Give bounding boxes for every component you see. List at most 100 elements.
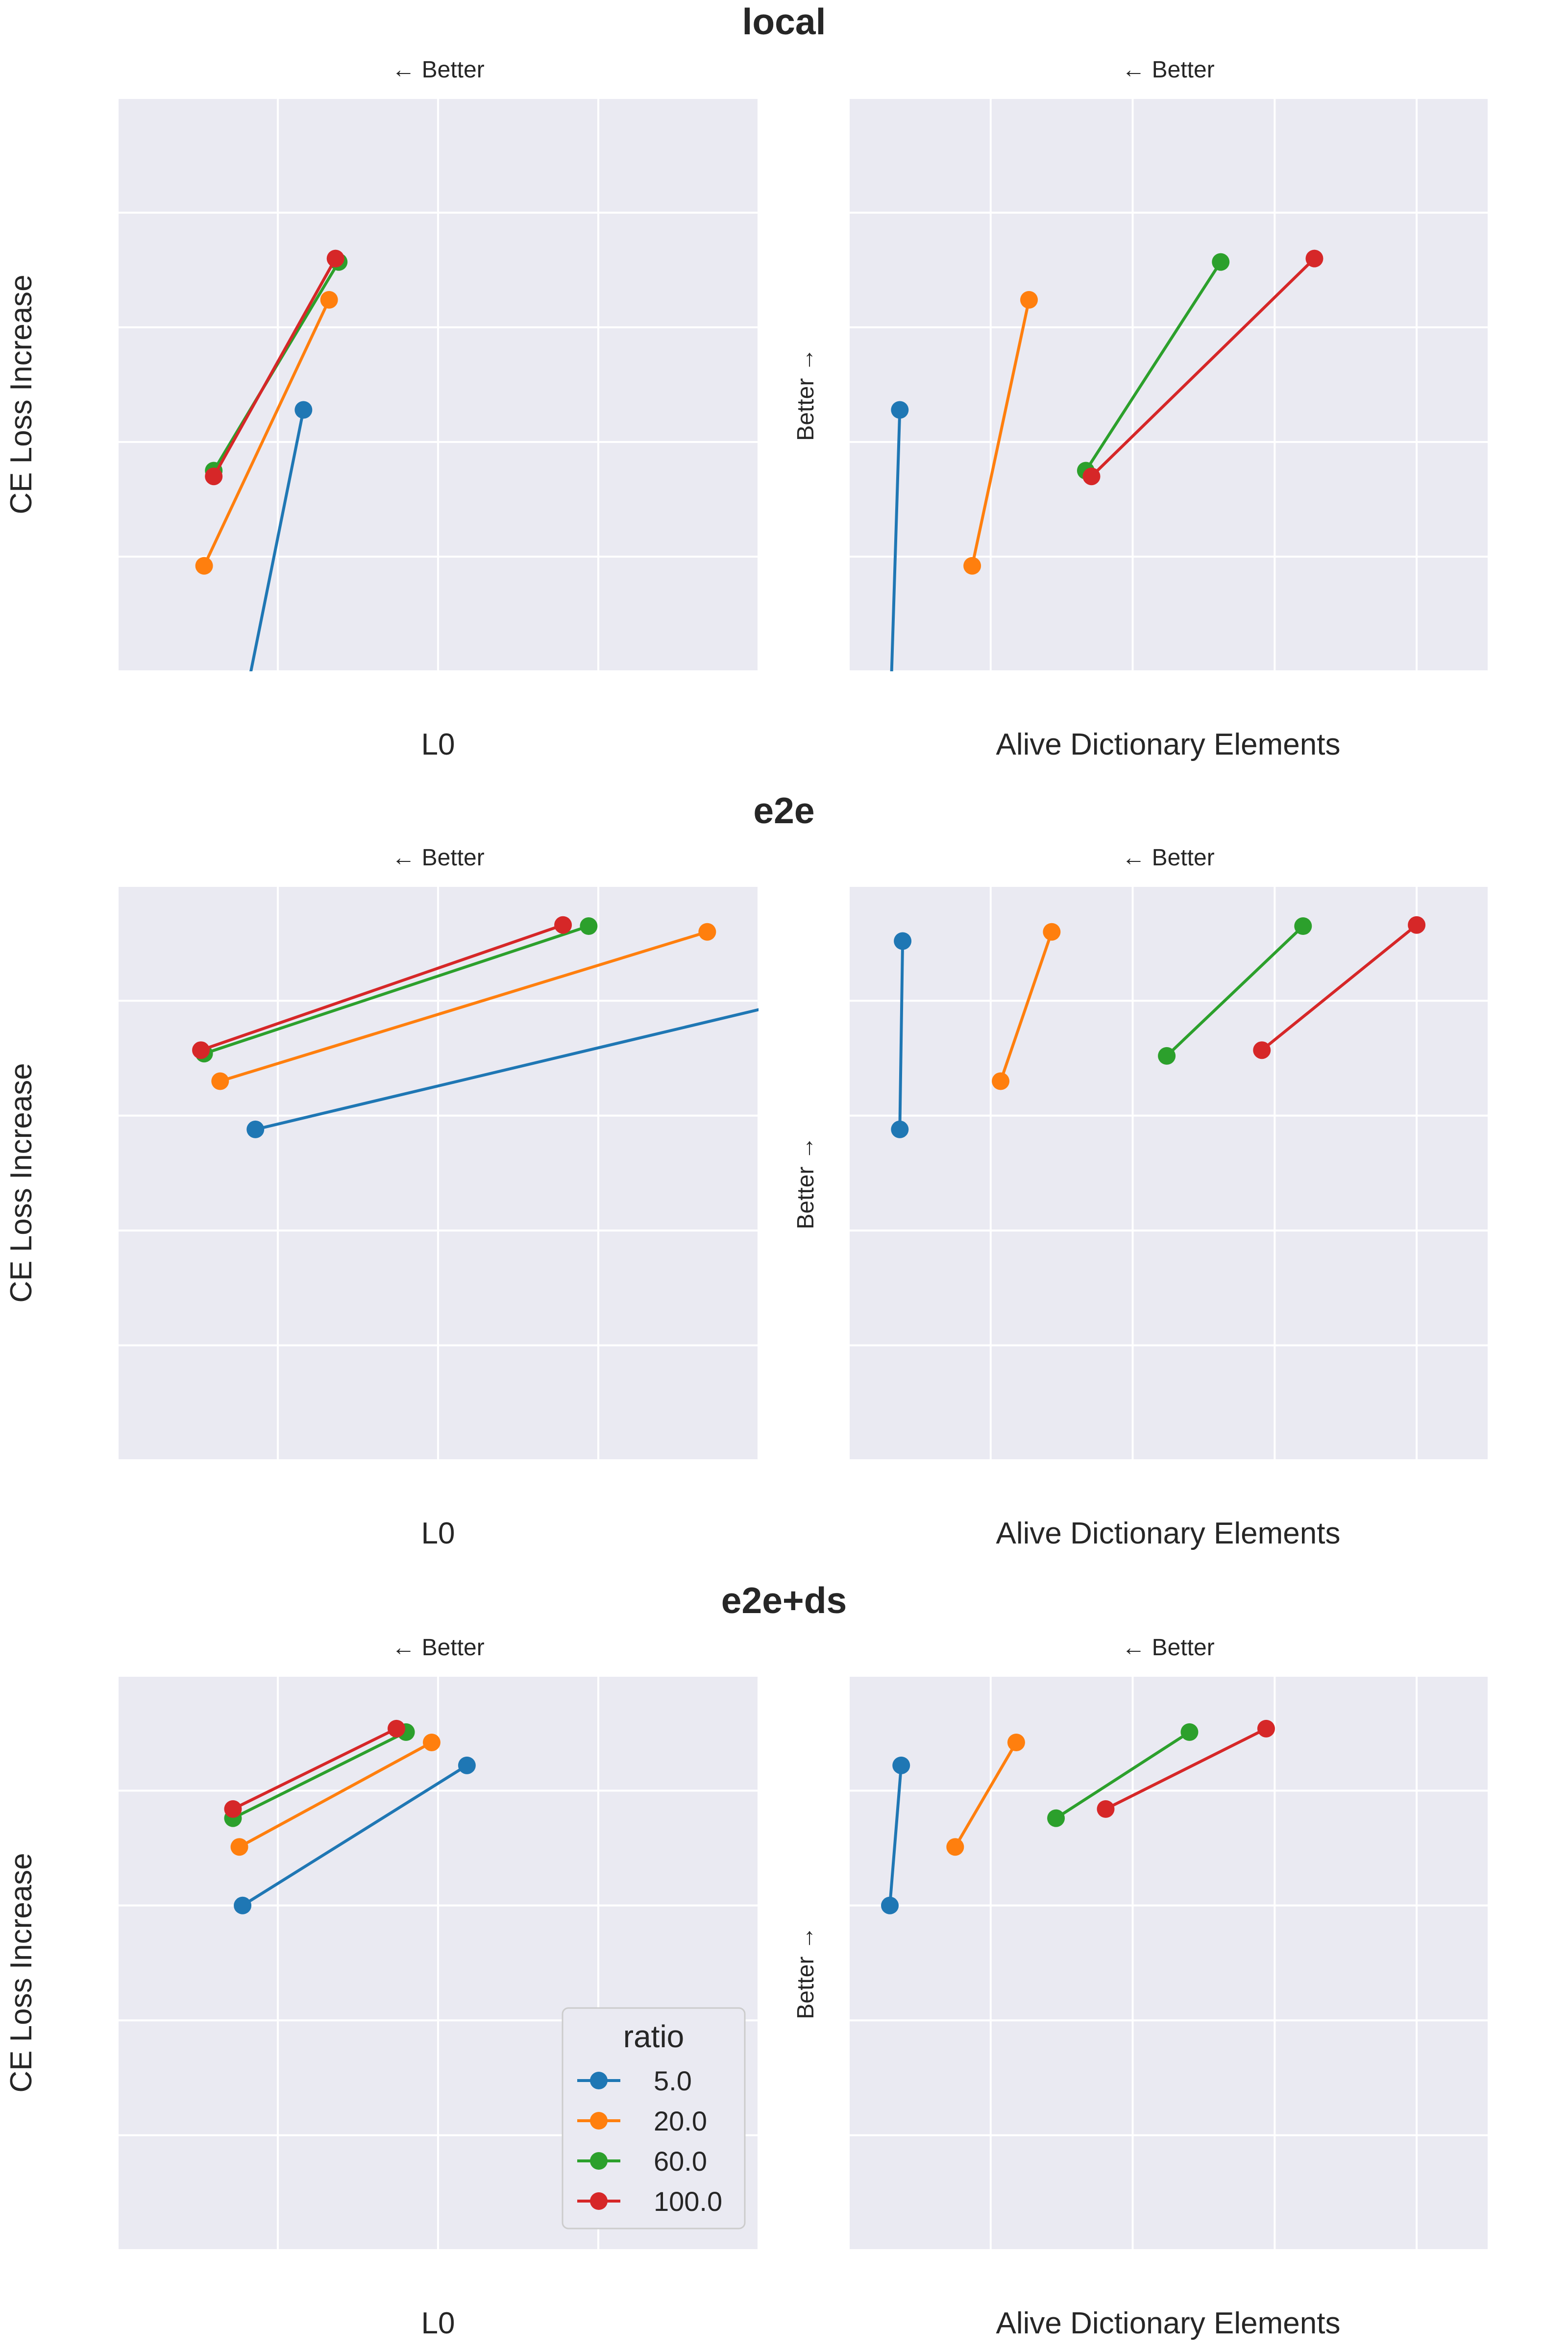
data-point-ratio-100-0 <box>326 249 344 268</box>
data-point-ratio-5-0 <box>246 1120 265 1138</box>
series-line-ratio-5-0 <box>242 1764 468 1907</box>
data-point-ratio-5-0 <box>881 720 899 737</box>
plot-area <box>849 98 1488 671</box>
legend-swatch-marker <box>590 2112 608 2130</box>
data-point-ratio-100-0 <box>224 1800 242 1818</box>
data-point-ratio-20-0 <box>1020 291 1038 309</box>
panel-e2e-ds-alive: Alive Dictionary Elements ← Better Better … <box>793 1635 1488 2340</box>
data-point-ratio-20-0 <box>992 1072 1010 1090</box>
data-point-ratio-20-0 <box>1007 1733 1025 1751</box>
panel-e2e-ds-l0: L0 CE Loss Increase ← Better ratio 5.0 20.0 60… <box>4 1635 760 2340</box>
better-annotation-top: ← Better <box>1122 57 1214 83</box>
better-annotation-side: Better → <box>793 1136 819 1229</box>
panel-local-l0: L0 CE Loss Increase ← Better <box>4 57 760 761</box>
series-layer <box>224 1719 476 1914</box>
data-point-ratio-20-0 <box>1043 923 1061 941</box>
data-point-ratio-100-0 <box>1408 916 1426 934</box>
series-line-ratio-60-0 <box>1166 925 1304 1057</box>
series-line-ratio-20-0 <box>220 930 708 1083</box>
data-point-ratio-20-0 <box>422 1733 441 1751</box>
data-point-ratio-20-0 <box>698 923 716 941</box>
legend-label: 100.0 <box>654 2186 722 2217</box>
series-line-ratio-100-0 <box>1090 257 1316 478</box>
data-point-ratio-100-0 <box>387 1719 405 1738</box>
series-line-ratio-5-0 <box>255 1008 759 1131</box>
data-point-ratio-5-0 <box>234 1896 252 1914</box>
better-annotation-top: ← Better <box>392 57 484 83</box>
data-point-ratio-20-0 <box>320 291 338 309</box>
data-point-ratio-60-0 <box>1212 253 1230 271</box>
y-axis-label: CE Loss Increase <box>4 1063 38 1302</box>
series-line-ratio-60-0 <box>203 925 589 1055</box>
data-point-ratio-60-0 <box>1180 1723 1199 1741</box>
data-point-ratio-20-0 <box>211 1072 229 1090</box>
series-line-ratio-20-0 <box>954 1741 1018 1848</box>
legend-title: ratio <box>623 2019 685 2054</box>
data-point-ratio-5-0 <box>294 401 313 419</box>
row-title-local: local <box>742 1 826 42</box>
series-line-ratio-100-0 <box>212 258 337 477</box>
y-axis-label: CE Loss Increase <box>4 1853 38 2092</box>
better-annotation-side: Better → <box>793 348 819 441</box>
data-point-ratio-20-0 <box>963 557 981 575</box>
series-line-ratio-5-0 <box>249 409 305 671</box>
legend-box <box>562 2007 746 2230</box>
series-layer <box>192 916 759 1138</box>
data-point-ratio-60-0 <box>580 917 598 935</box>
data-point-ratio-60-0 <box>1294 917 1312 935</box>
panel-local-alive: Alive Dictionary Elements ← Better Better … <box>793 57 1488 761</box>
better-annotation-top: ← Better <box>1122 845 1214 871</box>
data-point-ratio-100-0 <box>1257 1719 1275 1738</box>
data-point-ratio-100-0 <box>1305 249 1323 268</box>
data-point-ratio-5-0 <box>231 720 248 737</box>
data-point-ratio-5-0 <box>881 1896 899 1914</box>
plot-area <box>849 886 1488 1460</box>
panel-e2e-alive: Alive Dictionary Elements ← Better Better … <box>793 845 1488 1550</box>
data-point-ratio-100-0 <box>205 467 223 486</box>
data-point-ratio-20-0 <box>946 1838 964 1856</box>
series-line-ratio-20-0 <box>239 1741 433 1848</box>
series-line-ratio-100-0 <box>200 923 564 1052</box>
plot-area <box>849 1676 1488 2250</box>
legend-label: 60.0 <box>654 2146 707 2177</box>
data-point-ratio-60-0 <box>1158 1047 1176 1065</box>
data-point-ratio-5-0 <box>458 1756 476 1774</box>
data-point-ratio-100-0 <box>192 1041 210 1059</box>
x-axis-label: Alive Dictionary Elements <box>996 2306 1341 2340</box>
series-line-ratio-5-0 <box>888 1765 903 1906</box>
data-point-ratio-5-0 <box>891 1120 909 1138</box>
series-line-ratio-60-0 <box>232 1731 407 1820</box>
x-axis-label: Alive Dictionary Elements <box>996 1517 1341 1550</box>
better-annotation-top: ← Better <box>392 1635 484 1661</box>
legend-swatch-marker <box>590 2152 608 2170</box>
series-line-ratio-60-0 <box>1084 261 1222 472</box>
data-point-ratio-5-0 <box>891 401 909 419</box>
series-layer <box>881 1719 1275 1914</box>
series-line-ratio-100-0 <box>1105 1727 1267 1811</box>
series-line-ratio-5-0 <box>890 410 902 671</box>
series-line-ratio-20-0 <box>999 931 1054 1082</box>
series-line-ratio-100-0 <box>232 1727 397 1811</box>
legend: ratio 5.0 20.0 60.0 100.0 <box>562 2007 746 2230</box>
data-point-ratio-5-0 <box>892 1756 910 1774</box>
series-layer <box>195 249 348 737</box>
data-point-ratio-60-0 <box>1047 1809 1065 1827</box>
better-annotation-top: ← Better <box>392 845 484 871</box>
panel-e2e-l0: L0 CE Loss Increase ← Better <box>4 845 760 1550</box>
x-axis-label: Alive Dictionary Elements <box>996 728 1341 761</box>
better-annotation-top: ← Better <box>1122 1635 1214 1661</box>
legend-swatch-marker <box>590 2072 608 2089</box>
data-point-ratio-100-0 <box>1082 467 1101 486</box>
series-line-ratio-20-0 <box>971 299 1030 566</box>
series-layer <box>891 916 1426 1138</box>
data-point-ratio-5-0 <box>894 932 912 950</box>
series-line-ratio-5-0 <box>898 941 905 1129</box>
series-line-ratio-100-0 <box>1261 924 1418 1052</box>
series-line-ratio-20-0 <box>202 299 331 566</box>
data-point-ratio-20-0 <box>230 1838 248 1856</box>
series-line-ratio-60-0 <box>1055 1731 1191 1820</box>
legend-swatch-marker <box>590 2192 608 2210</box>
legend-label: 20.0 <box>654 2106 707 2136</box>
better-annotation-side: Better → <box>793 1926 819 2019</box>
